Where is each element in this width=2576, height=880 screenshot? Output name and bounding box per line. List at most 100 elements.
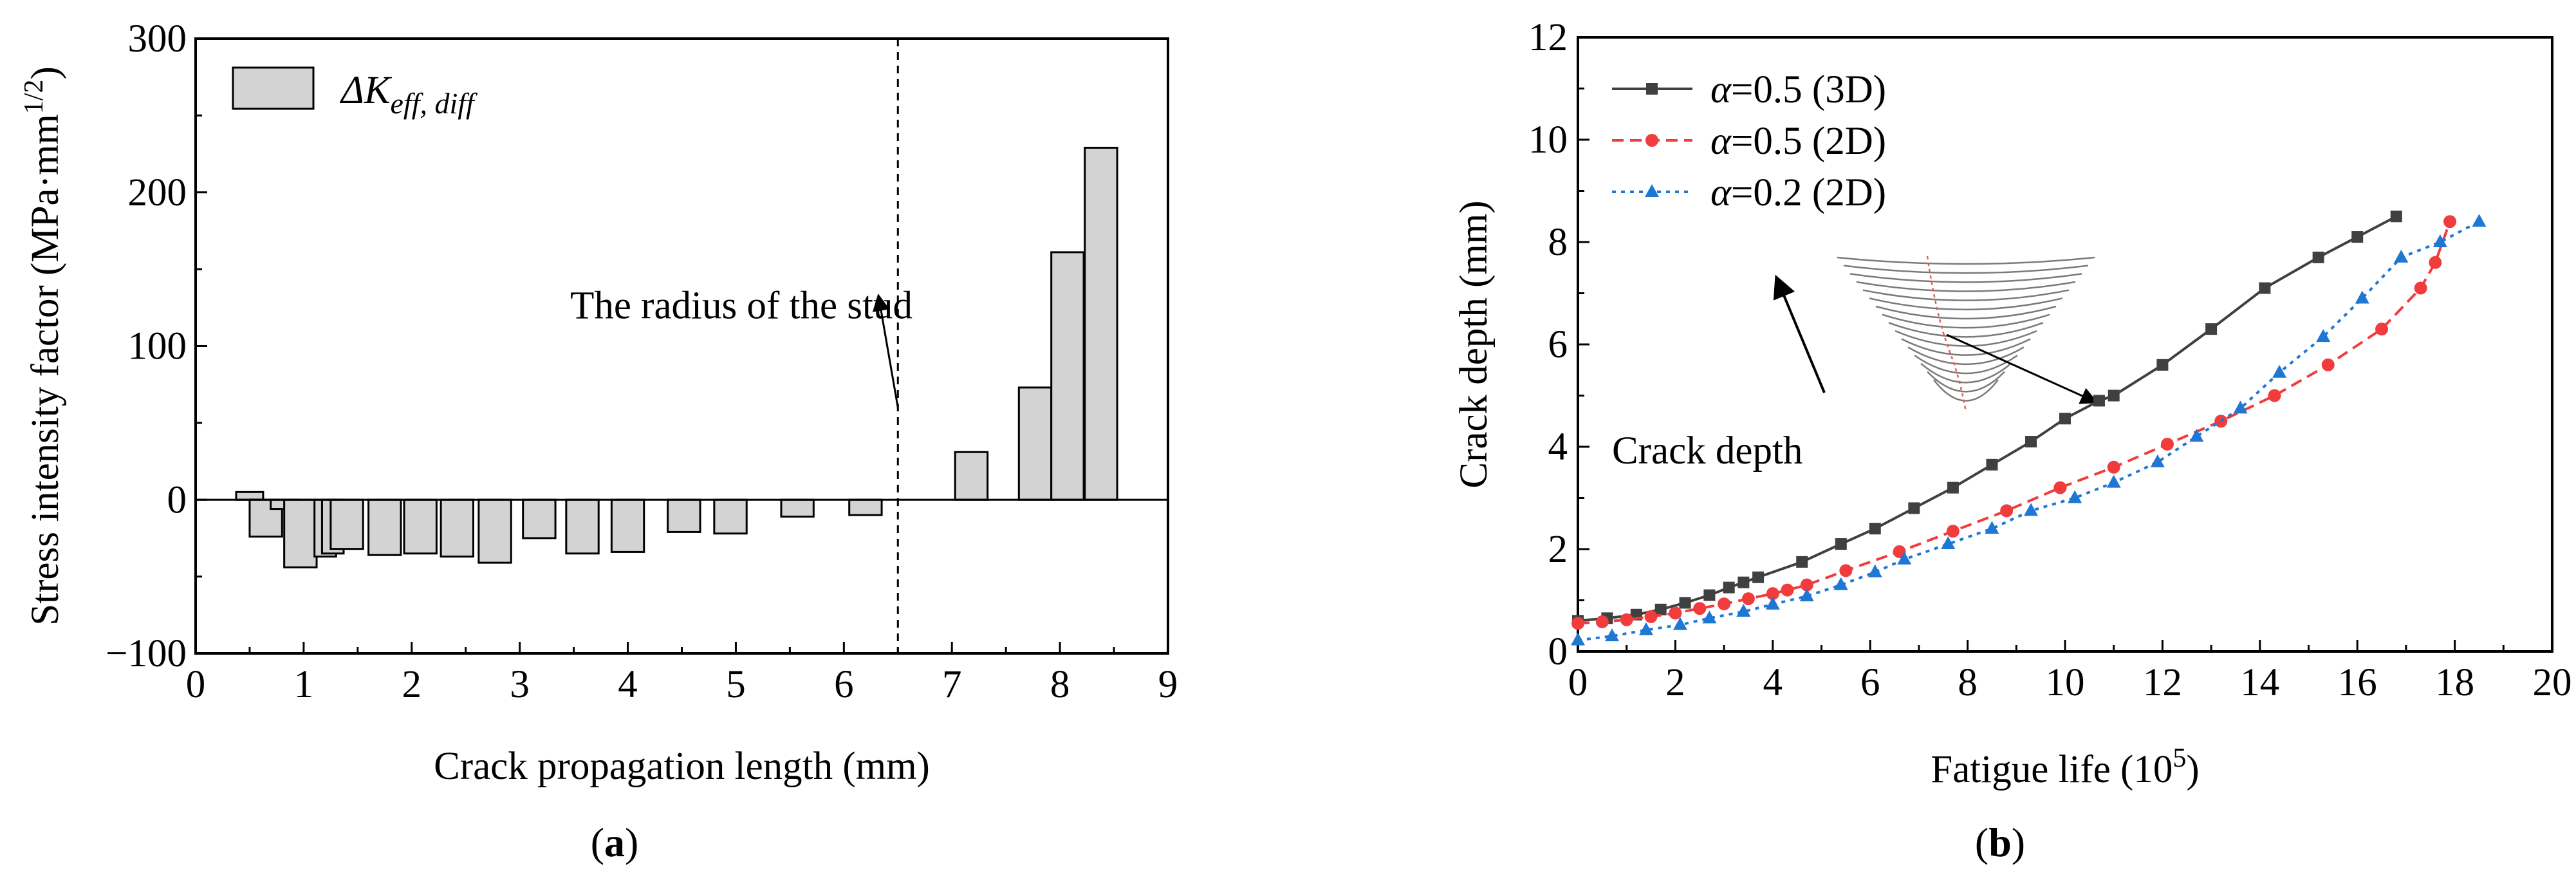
legend-item-0: α=0.5 (3D) [1612,68,1886,111]
crack-front-13 [1920,362,2012,384]
bar-9 [403,498,438,555]
series-2-point-12 [1985,521,1999,534]
series-2 [1571,214,2487,646]
series-1-point-2 [1620,613,1633,626]
bar-14 [610,498,645,553]
series-2-point-0 [1571,632,1585,646]
x-tick-label-5: 10 [2046,661,2085,704]
series-1-point-7 [1741,592,1755,606]
series-2-point-11 [1941,536,1956,550]
series-1-point-13 [1946,525,1960,538]
series-0-point-22 [2312,251,2324,263]
bar-18 [848,498,883,516]
y-tick-label-1: 0 [167,478,187,521]
crack-front-0 [1837,256,2095,265]
x-tick-label-5: 5 [726,663,746,706]
crack-front-1 [1843,265,2089,274]
series-2-point-9 [1867,564,1882,577]
crack-front-inset [1837,256,2095,413]
series-1-point-6 [1718,597,1731,611]
x-tick-label-7: 7 [942,663,962,706]
y-tick-label-4: 8 [1548,221,1568,264]
x-tick-label-3: 6 [1860,661,1880,704]
x-tick-label-9: 18 [2435,661,2474,704]
y-tick-label-1: 2 [1548,528,1568,571]
crack-front-6 [1875,305,2057,320]
legend-k: K [364,69,393,112]
series-2-point-15 [2106,474,2121,488]
chart-a-legend-label: ΔKeff, diff [339,69,478,120]
y-tick-label-2: 4 [1548,426,1568,469]
chart-a-annotation-arrow [872,294,899,408]
chart-b-annotation-arrow-up [1773,274,1826,393]
series-2-point-19 [2272,364,2287,378]
series-2-point-2 [1638,622,1653,635]
x-tick-label-8: 8 [1050,663,1070,706]
series-0-point-5 [1703,589,1716,601]
crack-front-9 [1895,330,2037,347]
series-1 [1571,215,2457,630]
series-0 [1572,211,2402,627]
series-1-point-15 [2053,481,2067,494]
series-0-point-9 [1796,556,1808,568]
series-0-point-23 [2351,231,2364,243]
series-2-point-3 [1673,617,1687,630]
crack-front-8 [1888,322,2044,338]
crack-front-7 [1882,314,2050,329]
series-1-point-16 [2107,460,2120,474]
chart-a-legend-swatch [232,66,315,110]
series-0-line [1577,215,2397,623]
series-1-point-17 [2160,438,2174,451]
x-label-close: ) [2186,748,2199,791]
y-tick-label-4: 300 [128,17,187,61]
x-tick-label-9: 9 [1158,663,1178,706]
x-tick-label-6: 6 [834,663,854,706]
series-1-point-14 [2000,504,2014,518]
x-tick-label-0: 0 [186,663,206,706]
series-2-point-4 [1702,610,1717,624]
series-1-point-0 [1571,617,1584,630]
series-0-point-12 [1908,502,1920,514]
series-2-point-6 [1765,596,1780,610]
chart-a-x-axis: 0 1 2 3 4 5 6 7 8 9 [186,642,1178,706]
series-1-line [1577,221,2451,625]
legend-marker-0 [1646,83,1658,95]
series-1-point-9 [1781,583,1794,597]
chart-b-y-axis: 0 2 4 6 8 10 12 [1528,16,1589,673]
series-2-point-5 [1736,603,1751,617]
y-label-close: ) [24,66,67,79]
chart-b: 0 2 4 6 8 10 12 14 16 18 20 0 2 4 6 8 10 12 Crack depth … [1452,16,2572,865]
series-2-point-20 [2316,329,2331,342]
series-0-point-21 [2259,282,2271,294]
chart-a-annotation: The radius of the stud [570,285,913,328]
legend-symbol-0: α [1710,68,1732,111]
series-1-point-8 [1766,587,1779,601]
x-tick-label-2: 4 [1763,661,1783,704]
series-2-point-16 [2150,454,2165,467]
panel-label-b: (b) [1975,819,2025,865]
series-1-point-3 [1644,610,1658,623]
series-1-point-20 [2321,358,2335,371]
series-2-point-8 [1833,577,1848,590]
bar-0 [235,491,264,501]
series-2-point-14 [2068,490,2082,503]
y-tick-label-5: 10 [1528,118,1568,162]
chart-a-y-axis: −100 0 100 200 300 [106,17,207,675]
y-tick-label-3: 6 [1548,323,1568,366]
series-1-point-24 [2443,215,2457,229]
bar-12 [522,498,557,539]
y-tick-label-6: 12 [1528,16,1568,59]
x-tick-label-6: 12 [2143,661,2182,704]
series-0-point-8 [1752,571,1765,583]
x-tick-label-7: 14 [2240,661,2279,704]
bar-19 [954,451,989,501]
series-2-point-18 [2233,400,2248,414]
legend-text-2: =0.2 (2D) [1731,171,1886,214]
series-0-point-24 [2390,211,2402,223]
series-0-point-11 [1869,523,1881,535]
series-1-point-1 [1595,615,1609,628]
chart-b-y-label: Crack depth (mm) [1452,200,1496,488]
series-2-point-22 [2394,249,2409,263]
crack-center-line [1926,256,1967,413]
